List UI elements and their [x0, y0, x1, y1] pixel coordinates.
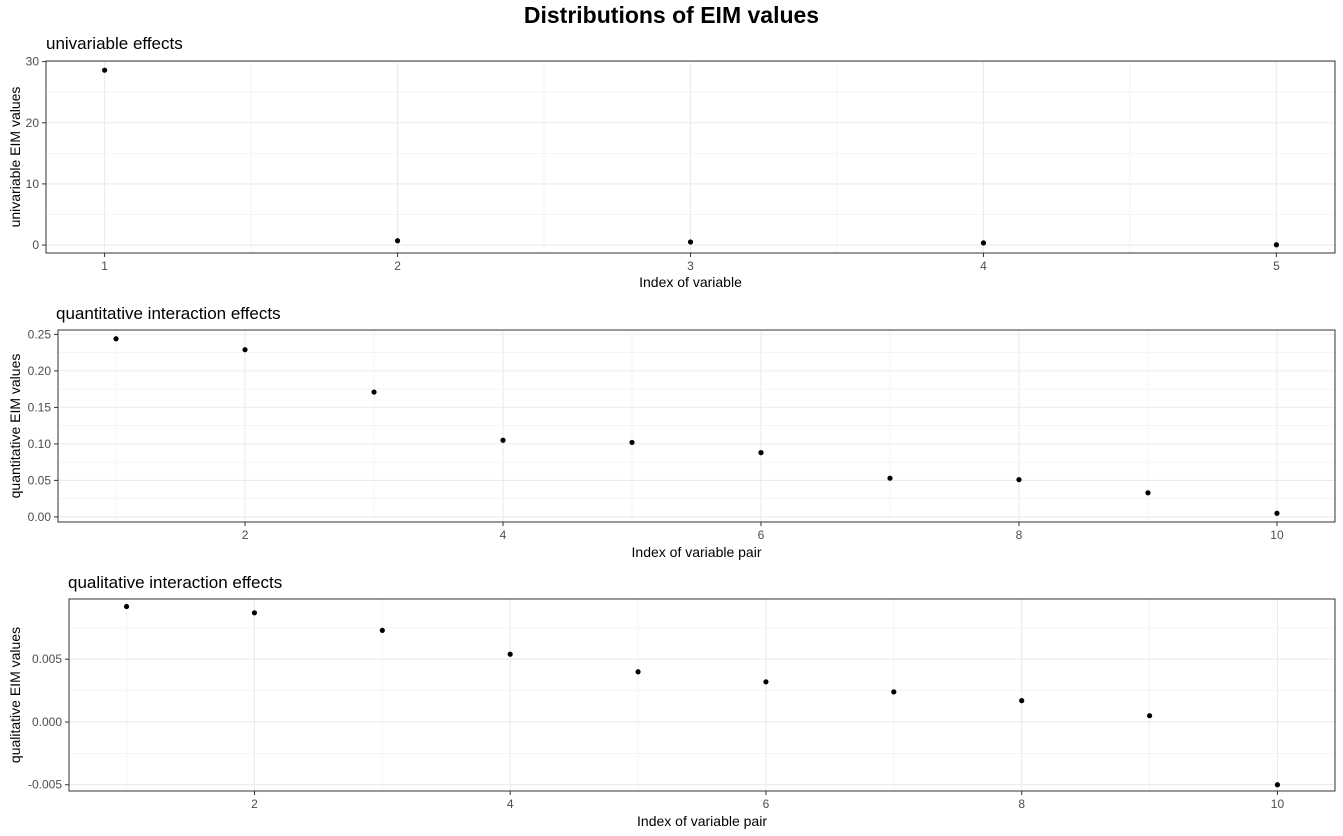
y-tick-label: 30: [26, 55, 40, 69]
data-point: [371, 389, 377, 395]
data-point: [1273, 242, 1280, 248]
y-tick-label: 20: [26, 116, 40, 130]
x-axis-label: Index of variable pair: [637, 813, 767, 829]
y-tick-label: 0.20: [28, 364, 52, 378]
panel-title: qualitative interaction effects: [68, 573, 282, 592]
data-point: [123, 603, 130, 610]
data-point: [1146, 713, 1153, 719]
data-point: [887, 475, 893, 481]
panel-univariable: 0 10 20 30 1 2 3 4 5 univariable effects Index of …: [7, 34, 1336, 290]
data-point: [758, 450, 764, 456]
data-point: [1016, 477, 1022, 483]
x-tick-label: 2: [251, 797, 258, 811]
y-tick-label: 0.005: [32, 652, 62, 666]
data-point: [1145, 490, 1151, 496]
y-tick-label: -0.005: [28, 778, 62, 792]
x-tick-label: 6: [758, 528, 765, 542]
data-point: [1274, 510, 1280, 516]
x-tick-label: 3: [687, 259, 694, 273]
x-tick-label: 5: [1273, 259, 1280, 273]
data-point: [394, 238, 401, 244]
y-tick-label: 0.000: [32, 715, 62, 729]
data-point: [500, 437, 506, 443]
data-point: [1019, 698, 1025, 704]
x-tick-label: 10: [1270, 528, 1284, 542]
data-point: [687, 239, 694, 245]
data-point: [101, 67, 108, 73]
panel-qualitative: -0.005 0.000 0.005 2 4 6 8 10 qualitative intera…: [7, 573, 1336, 829]
x-tick-label: 10: [1271, 797, 1285, 811]
plot-background: [69, 599, 1335, 791]
x-tick-label: 8: [1016, 528, 1023, 542]
data-point: [980, 240, 987, 246]
data-point: [629, 439, 635, 446]
x-axis-label: Index of variable pair: [632, 544, 762, 560]
y-tick-label: 0: [32, 238, 39, 252]
x-tick-label: 1: [101, 259, 108, 273]
x-axis-label: Index of variable: [639, 274, 742, 290]
figure-title: Distributions of EIM values: [523, 2, 820, 28]
plot-border: [57, 329, 1336, 523]
y-tick-label: 0.05: [28, 473, 52, 487]
y-tick-label: 0.00: [28, 510, 52, 524]
x-tick-label: 4: [507, 797, 514, 811]
x-tick-label: 4: [500, 528, 507, 542]
x-tick-label: 2: [394, 259, 401, 273]
y-axis-label: univariable EIM values: [7, 87, 23, 228]
y-tick-label: 0.10: [28, 437, 52, 451]
data-point: [635, 669, 641, 675]
data-point: [507, 651, 513, 657]
plot-border: [68, 598, 1336, 792]
y-tick-label: 0.15: [28, 400, 52, 414]
panel-title: quantitative interaction effects: [56, 304, 281, 323]
data-point: [891, 689, 897, 695]
x-tick-label: 2: [242, 528, 249, 542]
data-point: [251, 610, 258, 616]
data-point: [1274, 782, 1281, 788]
panel-title: univariable effects: [46, 34, 183, 53]
data-point: [379, 627, 385, 633]
x-tick-label: 4: [980, 259, 987, 273]
y-axis-label: qualitative EIM values: [7, 627, 23, 763]
data-point: [242, 347, 248, 353]
panel-quantitative: 0.00 0.05 0.10 0.15 0.20 0.25 2 4 6 8 10 quantitati…: [7, 304, 1336, 560]
y-tick-label: 0.25: [28, 327, 52, 341]
y-axis-label: quantitative EIM values: [7, 354, 23, 499]
data-point: [113, 336, 119, 342]
data-point: [763, 679, 769, 685]
x-tick-label: 8: [1018, 797, 1025, 811]
x-tick-label: 6: [763, 797, 770, 811]
y-tick-label: 10: [26, 177, 40, 191]
